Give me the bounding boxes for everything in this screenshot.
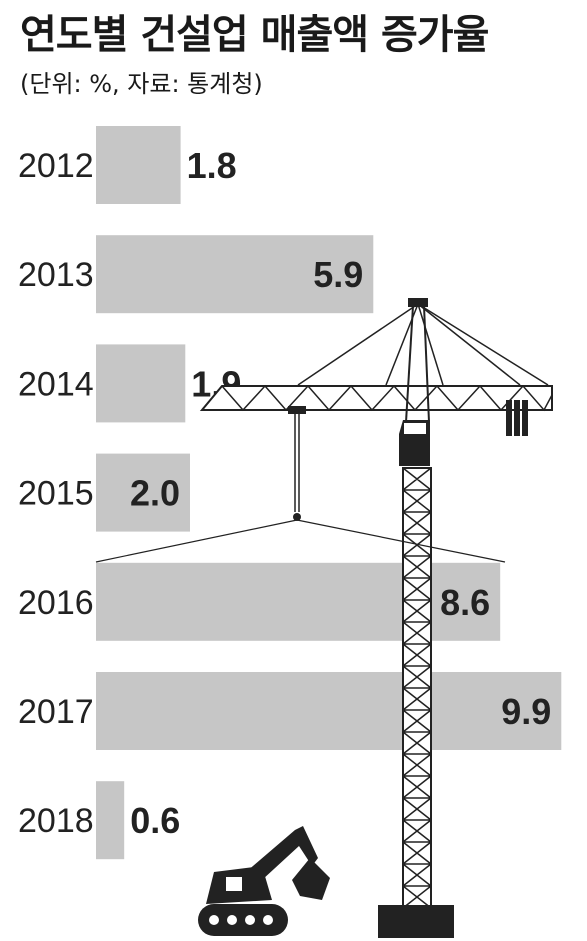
- category-label-2012: 2012: [18, 147, 94, 185]
- value-label-2012: 1.8: [187, 145, 237, 186]
- chart-subtitle: (단위: %, 자료: 통계청): [20, 70, 263, 98]
- chart-title: 연도별 건설업 매출액 증가율: [20, 12, 489, 58]
- bar-2016: [96, 562, 501, 641]
- bar-2018: [96, 781, 125, 860]
- category-label-2013: 2013: [18, 256, 94, 294]
- category-label-2017: 2017: [18, 693, 94, 731]
- tower-crane-icon: [95, 298, 553, 938]
- excavator-icon: [198, 826, 330, 936]
- value-label-2015: 2.0: [130, 473, 180, 514]
- value-label-2013: 5.9: [313, 254, 363, 295]
- bar-2017: [96, 672, 562, 750]
- value-label-2017: 9.9: [501, 691, 551, 732]
- category-label-2015: 2015: [18, 475, 94, 513]
- category-label-2018: 2018: [18, 802, 94, 840]
- value-label-2016: 8.6: [440, 582, 490, 623]
- bar-2012: [96, 126, 181, 204]
- category-label-2014: 2014: [18, 365, 94, 403]
- category-label-2016: 2016: [18, 584, 94, 622]
- bar-2015: [96, 453, 190, 532]
- value-label-2018: 0.6: [130, 800, 180, 841]
- bar-2013: [96, 235, 374, 314]
- bar-2014: [96, 344, 186, 423]
